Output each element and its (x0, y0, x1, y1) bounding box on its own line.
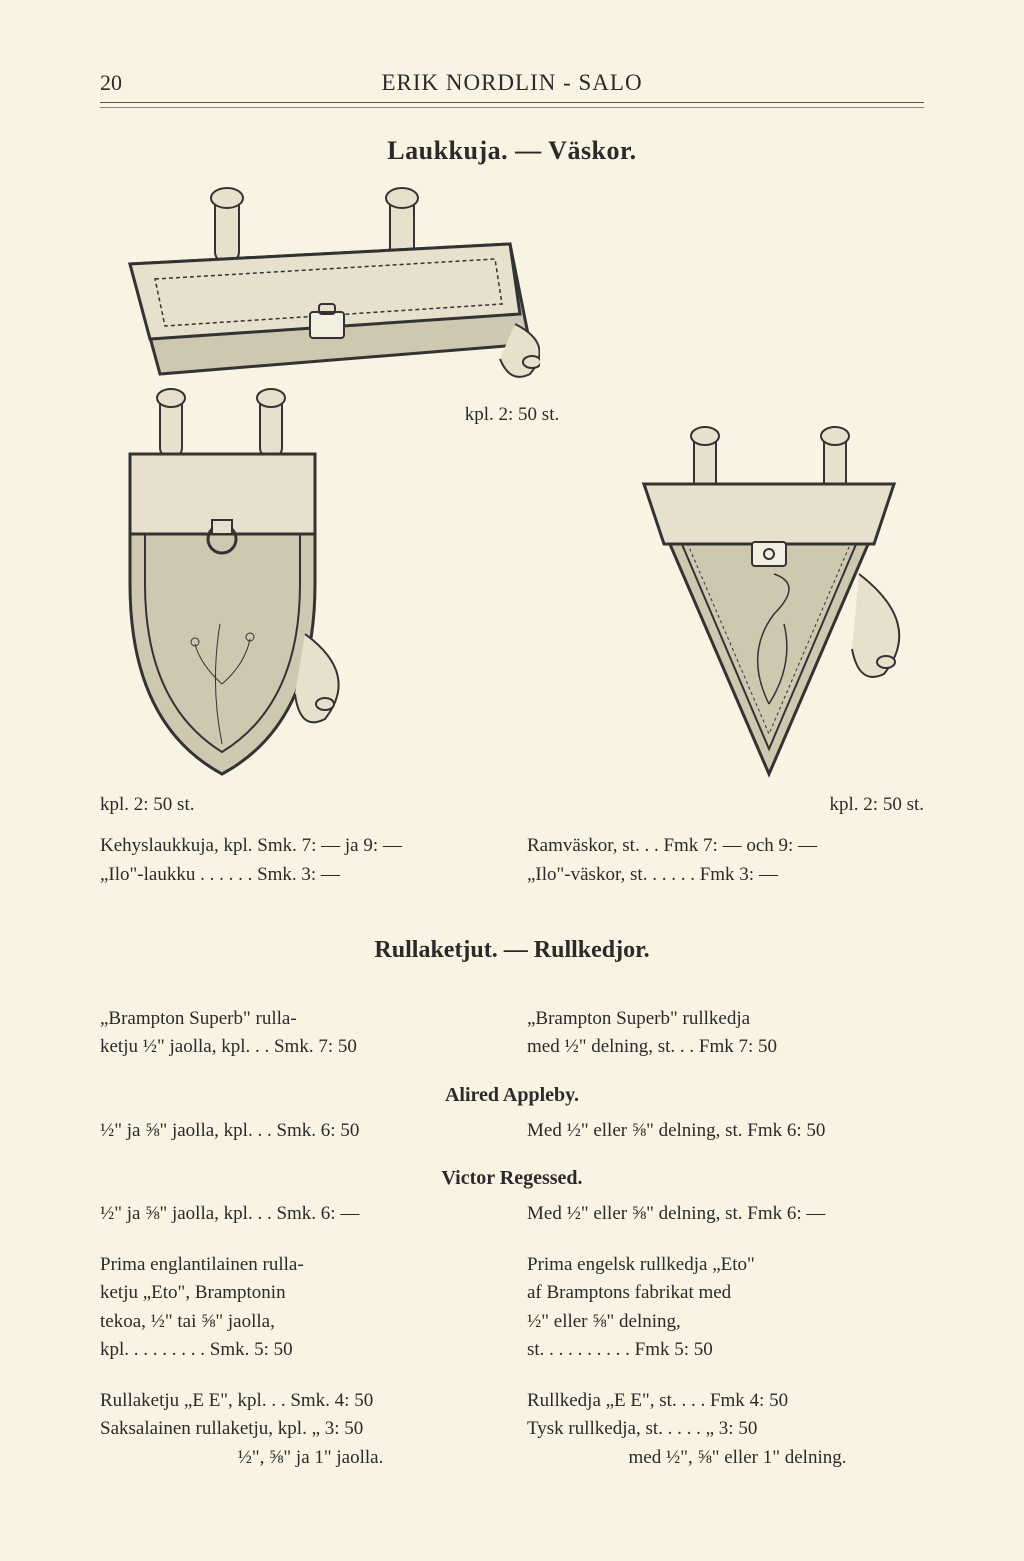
section-title-chains: Rullaketjut. — Rullkedjor. (100, 937, 924, 964)
ee-left-column: Rullaketju „E E", kpl. . . Smk. 4: 50 Sa… (100, 1387, 497, 1473)
chains-intro-left-text: „Brampton Superb" rulla- ketju ½" jaolla… (100, 1008, 357, 1058)
section-title-bags: Laukkuja. — Väskor. (100, 136, 924, 166)
ee-right-1: Rullkedja „E E", st. . . . Fmk 4: 50 (527, 1387, 924, 1416)
eto-right: Prima engelsk rullkedja „Eto" af Brampto… (527, 1251, 924, 1365)
ee-right-column: Rullkedja „E E", st. . . . Fmk 4: 50 Tys… (527, 1387, 924, 1473)
eto-left: Prima englantilainen rulla- ketju „Eto",… (100, 1251, 497, 1365)
regessed-right: Med ½" eller ⅝" delning, st. Fmk 6: — (527, 1200, 924, 1229)
appleby-right: Med ½" eller ⅝" delning, st. Fmk 6: 50 (527, 1117, 924, 1146)
chains-intro-left: „Brampton Superb" rulla- ketju ½" jaolla… (100, 976, 497, 1062)
ee-left-2: Saksalainen rullaketju, kpl. „ 3: 50 (100, 1415, 497, 1444)
bags-left-column: Kehyslaukkuja, kpl. Smk. 7: — ja 9: — „I… (100, 832, 497, 889)
ee-right-3: med ½", ⅝" eller 1" delning. (527, 1444, 924, 1473)
regessed-left: ½" ja ⅝" jaolla, kpl. . . Smk. 6: — (100, 1200, 497, 1229)
chains-intro-right: „Brampton Superb" rullkedja med ½" delni… (527, 976, 924, 1062)
sub-heading-regessed: Victor Regessed. (100, 1167, 924, 1190)
bags-right-line-1: „Ilo"-väskor, st. . . . . . Fmk 3: — (527, 861, 924, 890)
header-rule (100, 107, 924, 108)
bag-triangle-icon (624, 424, 924, 784)
company-name: ERIK NORDLIN - SALO (160, 70, 864, 96)
page-header: 20 ERIK NORDLIN - SALO (100, 70, 924, 103)
page-number: 20 (100, 70, 160, 96)
bag-right-illustration (624, 424, 924, 784)
bag-shield-icon (100, 384, 360, 784)
chains-intro-right-text: „Brampton Superb" rullkedja med ½" delni… (527, 1008, 777, 1058)
bags-right-line-0: Ramväskor, st. . . Fmk 7: — och 9: — (527, 832, 924, 861)
appleby-left: ½" ja ⅝" jaolla, kpl. . . Smk. 6: 50 (100, 1117, 497, 1146)
bag-horizontal-icon (100, 184, 540, 394)
sub-heading-appleby: Alired Appleby. (100, 1084, 924, 1107)
ee-left-1: Rullaketju „E E", kpl. . . Smk. 4: 50 (100, 1387, 497, 1416)
bags-left-line-1: „Ilo"-laukku . . . . . . Smk. 3: — (100, 861, 497, 890)
bag-right-caption: kpl. 2: 50 st. (830, 794, 924, 816)
bags-left-line-0: Kehyslaukkuja, kpl. Smk. 7: — ja 9: — (100, 832, 497, 861)
bag-left-illustration (100, 384, 360, 784)
bag-left-caption: kpl. 2: 50 st. (100, 794, 194, 816)
bags-right-column: Ramväskor, st. . . Fmk 7: — och 9: — „Il… (527, 832, 924, 889)
ee-left-3: ½", ⅝" ja 1" jaolla. (100, 1444, 497, 1473)
ee-right-2: Tysk rullkedja, st. . . . . „ 3: 50 (527, 1415, 924, 1444)
